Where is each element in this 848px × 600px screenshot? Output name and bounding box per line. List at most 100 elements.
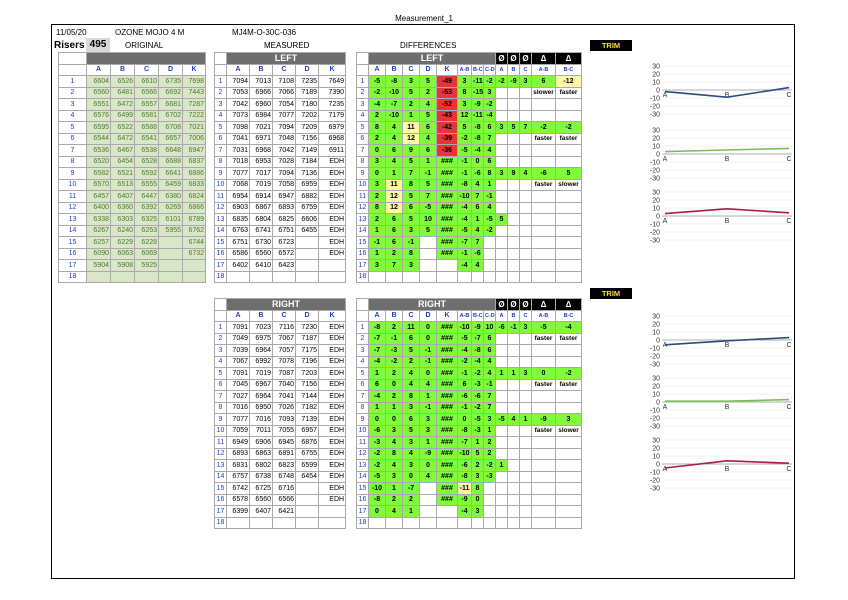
empty-cell (495, 109, 508, 122)
column-header: D (419, 63, 437, 76)
empty-cell (507, 270, 520, 283)
value-cell: 6604 (86, 75, 111, 88)
row-number: 15 (356, 236, 369, 249)
table-row: 12 6893 6863 6891 6755 EDH (214, 447, 347, 460)
table-row: 16 -8 2 2 ### -9 0 (356, 493, 582, 506)
row-number: 16 (356, 247, 369, 260)
value-cell: 6472 (110, 132, 135, 145)
row-number: 17 (58, 259, 87, 272)
value-cell: EDH (317, 482, 347, 495)
difference-cell: -8 (471, 121, 484, 134)
trim-direction-label: faster (555, 378, 582, 391)
empty-cell (555, 447, 582, 460)
y-tick-label: -10 (650, 469, 660, 476)
difference-cell: 5 (402, 155, 420, 168)
value-cell: 6555 (134, 178, 159, 191)
k-difference-cell: ### (436, 355, 458, 368)
difference-cell: -5 (457, 224, 472, 237)
value-cell: 7066 (272, 86, 296, 99)
value-cell: EDH (317, 447, 347, 460)
value-cell: 6560 (249, 247, 273, 260)
value-cell: 6957 (295, 424, 319, 437)
table-row: 2 -7 -1 6 0 ### -5 -7 6 faster faster (356, 332, 582, 345)
difference-cell: 5 (402, 213, 420, 226)
trim-value-cell: -12 (555, 75, 582, 88)
difference-cell (483, 236, 496, 249)
difference-cell: -2 (483, 75, 496, 88)
trim-direction-label: faster (531, 332, 556, 345)
value-cell: 7235 (295, 75, 319, 88)
difference-cell: -2 (368, 447, 386, 460)
empty-cell (531, 247, 556, 260)
value-cell: 6968 (249, 144, 273, 157)
difference-cell: 0 (368, 167, 386, 180)
value-cell (272, 270, 296, 283)
table-row: 14 -5 3 0 4 ### -8 3 -3 (356, 470, 582, 483)
difference-cell: 0 (385, 413, 403, 426)
trim-subheader: B-C (555, 63, 582, 76)
empty-cell (531, 447, 556, 460)
k-difference-cell: ### (436, 224, 458, 237)
trim-value-cell: -6 (531, 167, 556, 180)
k-difference-cell: ### (436, 424, 458, 437)
difference-cell: -7 (457, 236, 472, 249)
value-cell: 6833 (181, 178, 207, 191)
empty-cell (531, 155, 556, 168)
empty-cell (495, 344, 508, 357)
column-header-row: A B C D K A-B B-C C-D A B C A-B B-C (356, 309, 582, 322)
difference-cell: 1 (385, 482, 403, 495)
difference-cell: -6 (471, 167, 484, 180)
difference-cell: 0 (402, 470, 420, 483)
difference-cell: 6 (419, 144, 437, 157)
value-cell: 7196 (295, 355, 319, 368)
empty-cell (519, 98, 532, 111)
difference-cell: 10 (419, 213, 437, 226)
value-cell: 7073 (226, 109, 250, 122)
k-difference-cell: -53 (436, 86, 458, 99)
table-row: 8 6520 6454 6528 6688 6837 (58, 155, 207, 168)
value-cell: 6455 (295, 224, 319, 237)
difference-cell: -10 (385, 86, 403, 99)
difference-cell: 8 (368, 121, 386, 134)
empty-cell (507, 144, 520, 157)
difference-cell: 3 (471, 505, 484, 518)
row-number: 14 (214, 470, 227, 483)
value-cell: EDH (317, 390, 347, 403)
value-cell: 6959 (295, 178, 319, 191)
table-row: 11 6457 6407 6447 6380 6824 (58, 190, 207, 203)
difference-cell: 2 (385, 247, 403, 260)
difference-cell (419, 270, 437, 283)
row-number: 12 (214, 201, 227, 214)
row-number: 6 (356, 132, 369, 145)
empty-cell (495, 236, 508, 249)
value-cell: 6581 (134, 109, 159, 122)
difference-cell: -1 (402, 236, 420, 249)
value-cell: 6738 (249, 470, 273, 483)
difference-cell: -6 (471, 247, 484, 260)
row-number: 13 (214, 213, 227, 226)
k-difference-cell: ### (436, 482, 458, 495)
k-difference-cell (436, 270, 458, 283)
difference-cell: 10 (483, 321, 496, 334)
phi-symbol: Ø (519, 298, 532, 311)
difference-cell: 1 (385, 167, 403, 180)
empty-cell (507, 247, 520, 260)
value-cell: EDH (317, 332, 347, 345)
trim-value-cell: 3 (495, 167, 508, 180)
difference-cell: 6 (483, 332, 496, 345)
series-line (664, 459, 790, 469)
difference-cell: -5 (483, 213, 496, 226)
difference-cell: 4 (385, 132, 403, 145)
delta-symbol: Δ (531, 52, 556, 65)
difference-cell (483, 516, 496, 529)
difference-cell: 7 (483, 401, 496, 414)
value-cell: 6968 (317, 132, 347, 145)
empty-cell (507, 516, 520, 529)
value-cell: 6954 (226, 190, 250, 203)
trim-value-cell: -2 (555, 367, 582, 380)
empty-cell (495, 355, 508, 368)
difference-cell: 5 (402, 344, 420, 357)
empty-cell (507, 424, 520, 437)
difference-cell: 6 (402, 413, 420, 426)
value-cell (86, 270, 111, 283)
